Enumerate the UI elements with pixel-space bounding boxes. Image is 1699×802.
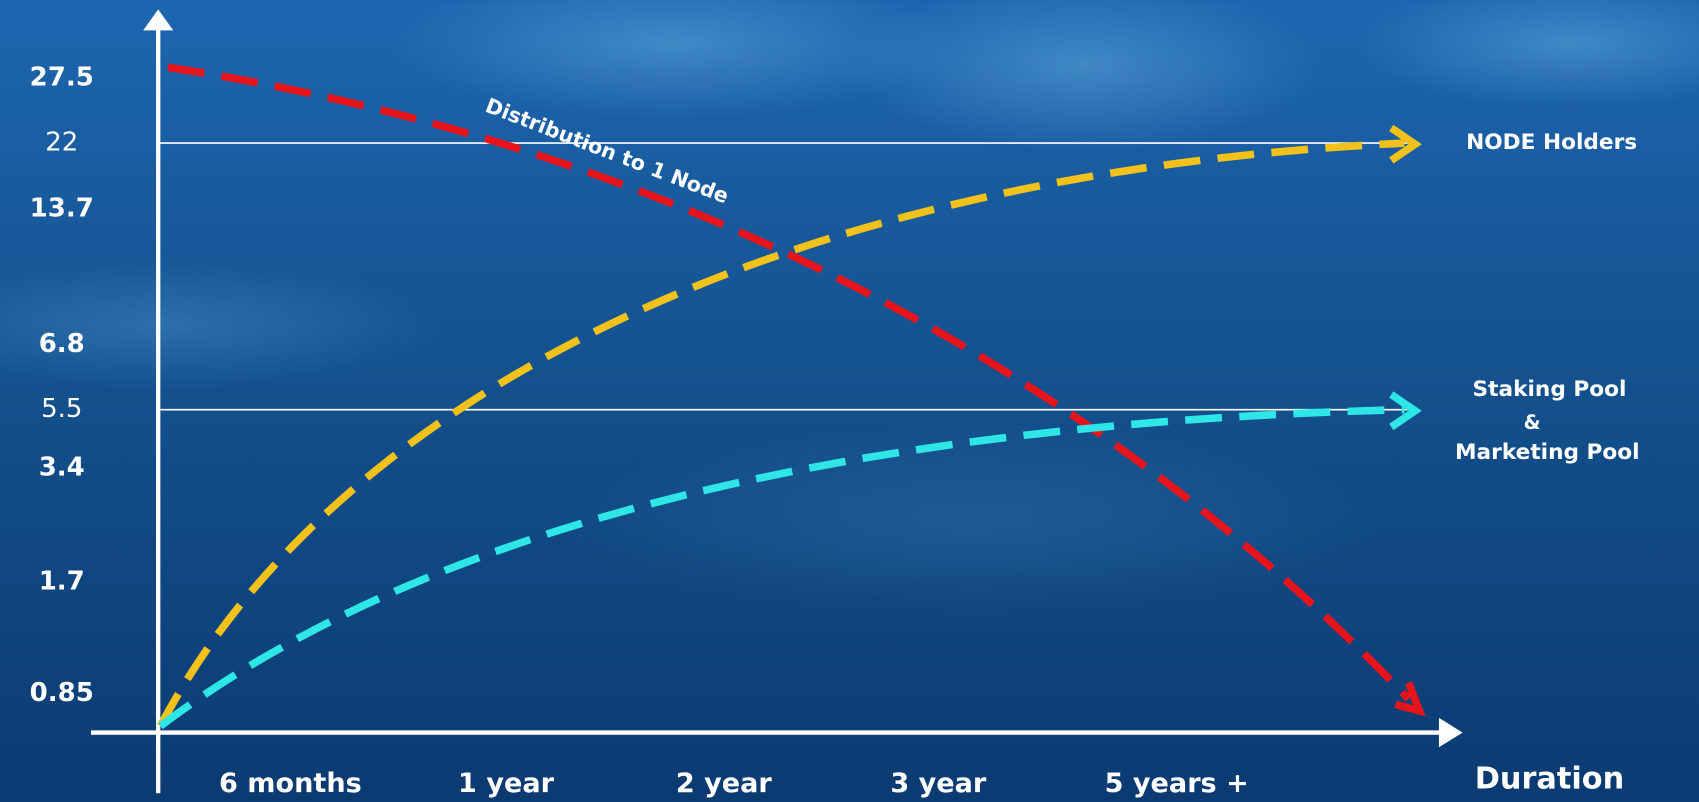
x-label: 2 year <box>676 768 773 799</box>
x-label: 6 months <box>219 768 362 799</box>
x-label: 1 year <box>458 768 555 799</box>
y-label: 0.85 <box>30 678 94 708</box>
x-label: 3 year <box>890 768 987 799</box>
curve-label: Marketing Pool <box>1455 440 1640 465</box>
x-label: 5 years + <box>1105 768 1249 799</box>
y-label: 6.8 <box>39 329 85 359</box>
y-axis-arrow <box>143 9 174 31</box>
curves <box>157 63 1426 730</box>
x-axis-title: Duration <box>1475 762 1625 797</box>
yellow-curve <box>157 139 1405 728</box>
y-label: 13.7 <box>30 194 94 224</box>
y-label: 3.4 <box>39 453 85 483</box>
curve-label: & <box>1524 411 1541 434</box>
red-arrow <box>1394 681 1426 717</box>
cyan-arrow <box>1389 391 1422 431</box>
axes <box>91 9 1463 794</box>
curve-label: NODE Holders <box>1466 130 1637 155</box>
y-label: 22 <box>45 128 78 158</box>
red-curve <box>167 63 1412 702</box>
curve-label: Staking Pool <box>1473 377 1627 402</box>
grid <box>158 142 1409 411</box>
cyan-curve <box>158 405 1405 730</box>
y-label: 1.7 <box>39 566 85 596</box>
y-label: 5.5 <box>41 394 82 424</box>
yellow-arrow <box>1389 124 1422 164</box>
y-label: 27.5 <box>30 63 94 93</box>
x-axis-arrow <box>1438 717 1463 748</box>
